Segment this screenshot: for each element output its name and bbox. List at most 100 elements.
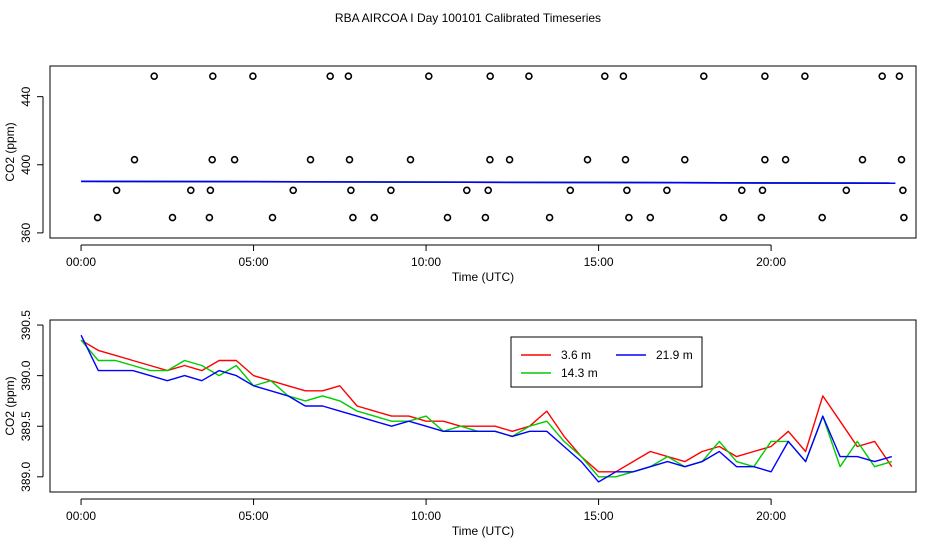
series-line-14-3-m bbox=[80, 339, 892, 478]
legend-label-14-3-m: 14.3 m bbox=[561, 366, 598, 380]
scatter-point bbox=[481, 213, 490, 222]
scatter-point bbox=[623, 186, 631, 195]
y-tick-label: 390.0 bbox=[19, 360, 33, 390]
scatter-point bbox=[757, 213, 766, 222]
scatter-point bbox=[899, 186, 907, 195]
y-tick-label: 390.5 bbox=[19, 310, 33, 340]
scatter-point bbox=[818, 213, 827, 222]
y-tick-label: 400 bbox=[19, 154, 33, 174]
y-axis: 360 400 440 bbox=[19, 86, 44, 243]
scatter-point bbox=[345, 155, 354, 164]
series-lines bbox=[81, 180, 896, 184]
scatter-point bbox=[93, 213, 102, 222]
scatter-point bbox=[424, 72, 433, 80]
scatter-point bbox=[326, 72, 335, 80]
x-axis-label: Time (UTC) bbox=[452, 524, 514, 538]
scatter-point bbox=[878, 72, 887, 80]
scatter-point bbox=[566, 186, 575, 195]
scatter-point bbox=[900, 213, 908, 222]
series-line-21-9-m bbox=[80, 334, 892, 483]
scatter-point bbox=[525, 72, 533, 80]
x-axis-label: Time (UTC) bbox=[452, 270, 514, 284]
y-axis: 389.0 389.5 390.0 390.5 bbox=[19, 310, 44, 492]
x-axis: 00:00 05:00 10:00 15:00 20:00 bbox=[66, 244, 786, 269]
scatter-point bbox=[781, 155, 790, 164]
x-tick-label: 00:00 bbox=[66, 509, 96, 523]
scatter-point bbox=[842, 186, 851, 195]
x-tick-label: 10:00 bbox=[411, 509, 441, 523]
scatter-point bbox=[268, 213, 277, 222]
scatter-points bbox=[93, 72, 908, 222]
scatter-point bbox=[699, 72, 708, 80]
scatter-point bbox=[646, 213, 655, 222]
scatter-point bbox=[230, 155, 239, 164]
scatter-point bbox=[130, 155, 139, 164]
scatter-point bbox=[719, 213, 728, 222]
legend-label-3-6-m: 3.6 m bbox=[561, 348, 591, 362]
scatter-point bbox=[758, 186, 767, 195]
scatter-point bbox=[206, 186, 215, 195]
panel-top-scatter: 00:00 05:00 10:00 15:00 20:00 360 400 440 Time… bbox=[3, 65, 917, 284]
series-line-3-6-m bbox=[80, 339, 893, 473]
x-tick-label: 15:00 bbox=[584, 509, 614, 523]
legend: 3.6 m 14.3 m 21.9 m bbox=[510, 336, 703, 388]
scatter-point bbox=[621, 155, 630, 164]
y-tick-label: 360 bbox=[19, 223, 33, 243]
scatter-point bbox=[370, 213, 379, 222]
scatter-point bbox=[858, 155, 867, 164]
y-tick-label: 440 bbox=[19, 86, 33, 106]
scatter-point bbox=[208, 155, 216, 164]
scatter-point bbox=[462, 186, 471, 195]
scatter-point bbox=[545, 213, 554, 222]
scatter-point bbox=[443, 213, 452, 222]
plot-frame bbox=[49, 319, 917, 493]
series-lines bbox=[80, 334, 893, 483]
scatter-point bbox=[737, 186, 746, 195]
scatter-point bbox=[486, 72, 495, 80]
plot-frame bbox=[49, 65, 917, 239]
scatter-point bbox=[347, 186, 355, 195]
scatter-point bbox=[112, 186, 121, 195]
scatter-point bbox=[801, 72, 809, 80]
legend-box bbox=[510, 336, 703, 388]
scatter-point bbox=[625, 213, 633, 222]
scatter-point bbox=[600, 72, 609, 80]
scatter-point bbox=[680, 155, 689, 164]
scatter-point bbox=[187, 186, 195, 195]
scatter-point bbox=[349, 213, 357, 222]
scatter-point bbox=[619, 72, 628, 80]
scatter-point bbox=[306, 155, 315, 164]
x-tick-label: 05:00 bbox=[239, 509, 269, 523]
scatter-point bbox=[484, 186, 493, 195]
y-axis-label: CO2 (ppm) bbox=[3, 376, 17, 435]
scatter-point bbox=[895, 72, 904, 80]
scatter-point bbox=[344, 72, 353, 80]
y-axis-label: CO2 (ppm) bbox=[3, 122, 17, 181]
figure-title: RBA AIRCOA I Day 100101 Calibrated Times… bbox=[335, 11, 601, 25]
scatter-point bbox=[249, 72, 257, 80]
x-tick-label: 20:00 bbox=[756, 509, 786, 523]
scatter-point bbox=[387, 186, 395, 195]
y-tick-label: 389.5 bbox=[19, 411, 33, 441]
scatter-point bbox=[209, 72, 217, 80]
x-axis: 00:00 05:00 10:00 15:00 20:00 bbox=[66, 498, 786, 523]
scatter-point bbox=[486, 155, 494, 164]
scatter-point bbox=[168, 213, 177, 222]
panel-bottom-timeseries: 00:00 05:00 10:00 15:00 20:00 389.0 389.5 390.… bbox=[3, 310, 917, 538]
scatter-point bbox=[761, 72, 769, 80]
x-tick-label: 15:00 bbox=[584, 255, 614, 269]
scatter-point bbox=[897, 155, 906, 164]
scatter-point bbox=[289, 186, 298, 195]
series-line-21-9-m bbox=[81, 180, 896, 184]
y-tick-label: 389.0 bbox=[19, 461, 33, 491]
scatter-point bbox=[583, 155, 592, 164]
scatter-point bbox=[663, 186, 671, 195]
x-tick-label: 10:00 bbox=[411, 255, 441, 269]
scatter-point bbox=[406, 155, 415, 164]
legend-label-21-9-m: 21.9 m bbox=[656, 348, 693, 362]
scatter-point bbox=[150, 72, 158, 80]
scatter-point bbox=[761, 155, 769, 164]
scatter-point bbox=[505, 155, 514, 164]
scatter-point bbox=[205, 213, 214, 222]
